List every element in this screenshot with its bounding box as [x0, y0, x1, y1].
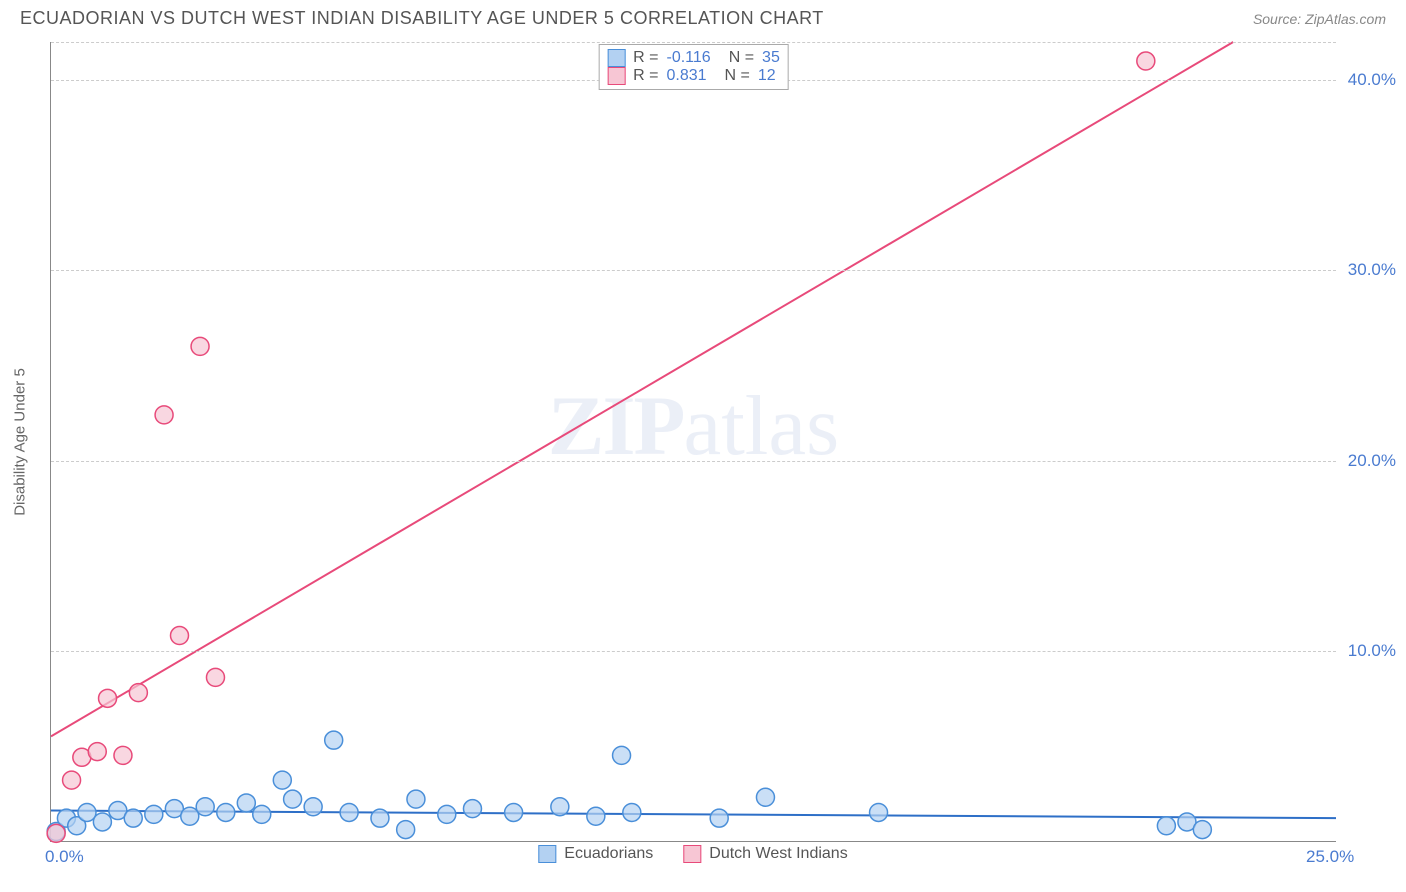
source-name: ZipAtlas.com — [1305, 11, 1386, 27]
grid-line — [51, 651, 1336, 652]
y-tick-label: 20.0% — [1348, 451, 1396, 471]
data-point — [505, 803, 523, 821]
data-point — [870, 803, 888, 821]
data-point — [438, 805, 456, 823]
source-prefix: Source: — [1253, 11, 1305, 27]
data-point — [93, 813, 111, 831]
grid-line — [51, 270, 1336, 271]
data-point — [253, 805, 271, 823]
data-point — [88, 743, 106, 761]
data-point — [47, 824, 65, 842]
data-point — [623, 803, 641, 821]
scatter-svg — [51, 42, 1336, 841]
data-point — [196, 798, 214, 816]
y-tick-label: 30.0% — [1348, 260, 1396, 280]
legend-label-2: Dutch West Indians — [709, 845, 847, 863]
series-swatch-2 — [607, 67, 625, 85]
r-value-1: -0.116 — [667, 49, 711, 67]
data-point — [63, 771, 81, 789]
x-tick-label: 25.0% — [1306, 847, 1354, 867]
data-point — [1193, 821, 1211, 839]
correlation-row-1: R = -0.116 N = 35 — [607, 49, 780, 67]
data-point — [273, 771, 291, 789]
y-axis-label: Disability Age Under 5 — [12, 368, 29, 516]
correlation-legend: R = -0.116 N = 35 R = 0.831 N = 12 — [598, 44, 789, 90]
data-point — [171, 627, 189, 645]
n-label: N = — [725, 67, 750, 85]
data-point — [1157, 817, 1175, 835]
legend-item-1: Ecuadorians — [538, 845, 653, 863]
r-label: R = — [633, 67, 658, 85]
y-tick-label: 10.0% — [1348, 641, 1396, 661]
series-swatch-1 — [607, 49, 625, 67]
data-point — [124, 809, 142, 827]
n-value-2: 12 — [758, 67, 776, 85]
series-legend: Ecuadorians Dutch West Indians — [538, 845, 847, 863]
n-value-1: 35 — [762, 49, 780, 67]
data-point — [463, 800, 481, 818]
correlation-row-2: R = 0.831 N = 12 — [607, 67, 780, 85]
chart-header: ECUADORIAN VS DUTCH WEST INDIAN DISABILI… — [0, 0, 1406, 33]
r-value-2: 0.831 — [667, 67, 707, 85]
data-point — [191, 337, 209, 355]
data-point — [551, 798, 569, 816]
chart-title: ECUADORIAN VS DUTCH WEST INDIAN DISABILI… — [20, 8, 824, 29]
data-point — [340, 803, 358, 821]
data-point — [756, 788, 774, 806]
data-point — [155, 406, 173, 424]
legend-item-2: Dutch West Indians — [683, 845, 847, 863]
data-point — [587, 807, 605, 825]
data-point — [710, 809, 728, 827]
legend-swatch-1 — [538, 845, 556, 863]
data-point — [397, 821, 415, 839]
data-point — [217, 803, 235, 821]
chart-container: Disability Age Under 5 ZIPatlas R = -0.1… — [50, 42, 1336, 842]
data-point — [325, 731, 343, 749]
plot-area: ZIPatlas R = -0.116 N = 35 R = 0.831 N =… — [50, 42, 1336, 842]
data-point — [129, 684, 147, 702]
data-point — [284, 790, 302, 808]
data-point — [613, 746, 631, 764]
x-tick-label: 0.0% — [45, 847, 84, 867]
grid-line — [51, 461, 1336, 462]
legend-swatch-2 — [683, 845, 701, 863]
data-point — [407, 790, 425, 808]
n-label: N = — [729, 49, 754, 67]
data-point — [304, 798, 322, 816]
data-point — [114, 746, 132, 764]
data-point — [371, 809, 389, 827]
y-tick-label: 40.0% — [1348, 70, 1396, 90]
data-point — [206, 668, 224, 686]
grid-line — [51, 42, 1336, 43]
legend-label-1: Ecuadorians — [564, 845, 653, 863]
data-point — [237, 794, 255, 812]
data-point — [145, 805, 163, 823]
source-attribution: Source: ZipAtlas.com — [1253, 11, 1386, 27]
data-point — [99, 689, 117, 707]
r-label: R = — [633, 49, 658, 67]
trend-line — [51, 42, 1233, 736]
data-point — [1137, 52, 1155, 70]
